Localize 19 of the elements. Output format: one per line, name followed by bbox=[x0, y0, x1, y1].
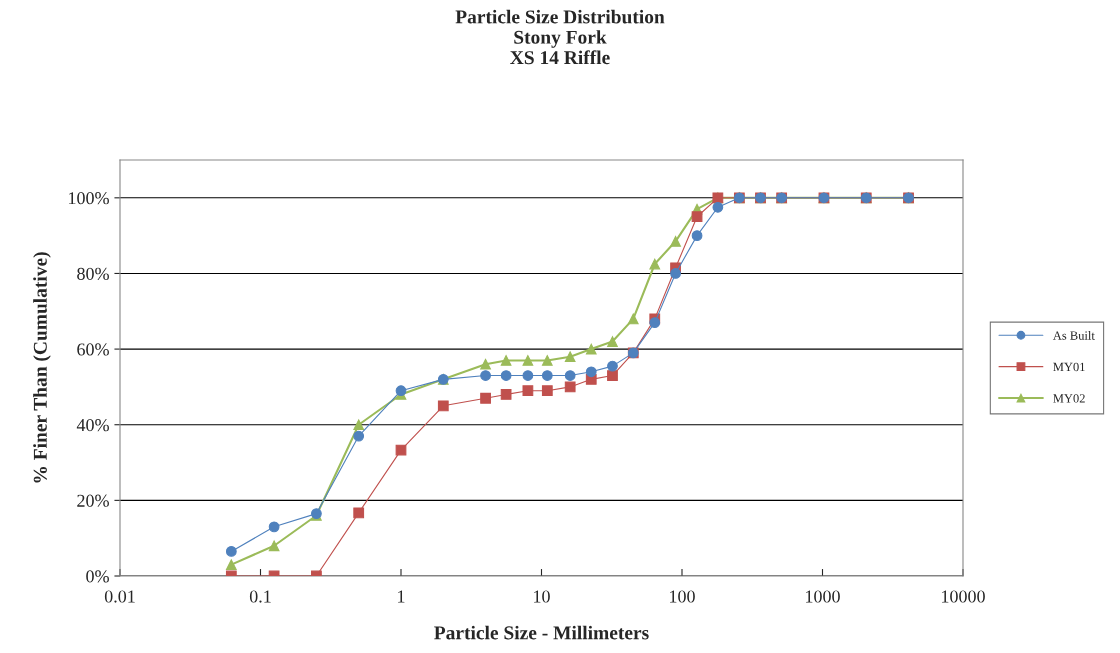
x-tick-label: 0.1 bbox=[249, 590, 271, 603]
legend-label: MY02 bbox=[1053, 394, 1085, 403]
legend-label: MY01 bbox=[1053, 362, 1085, 372]
x-axis-title: Particle Size - Millimeters bbox=[434, 625, 649, 640]
y-tick-label: 80% bbox=[77, 267, 109, 280]
x-tick-label: 100 bbox=[670, 590, 695, 603]
y-tick-label: 20% bbox=[77, 494, 109, 507]
y-tick-label: 100% bbox=[69, 192, 109, 205]
legend-label: As Built bbox=[1052, 330, 1095, 340]
y-tick-label: 60% bbox=[77, 343, 109, 356]
x-tick-label: 0.01 bbox=[104, 590, 135, 603]
x-tick-label: 10 bbox=[534, 590, 550, 603]
y-axis-title: % Finer Than (Cumulative) bbox=[33, 252, 51, 483]
y-tick-label: 40% bbox=[76, 418, 109, 432]
x-tick-label: 1 bbox=[398, 590, 405, 603]
x-tick-label: 1000 bbox=[806, 590, 840, 603]
chart-title: Particle Size Distribution Stony Fork XS 14 Riffle bbox=[455, 9, 665, 65]
x-tick-label: 10000 bbox=[942, 590, 985, 603]
y-tick-label: 0% bbox=[86, 570, 109, 583]
